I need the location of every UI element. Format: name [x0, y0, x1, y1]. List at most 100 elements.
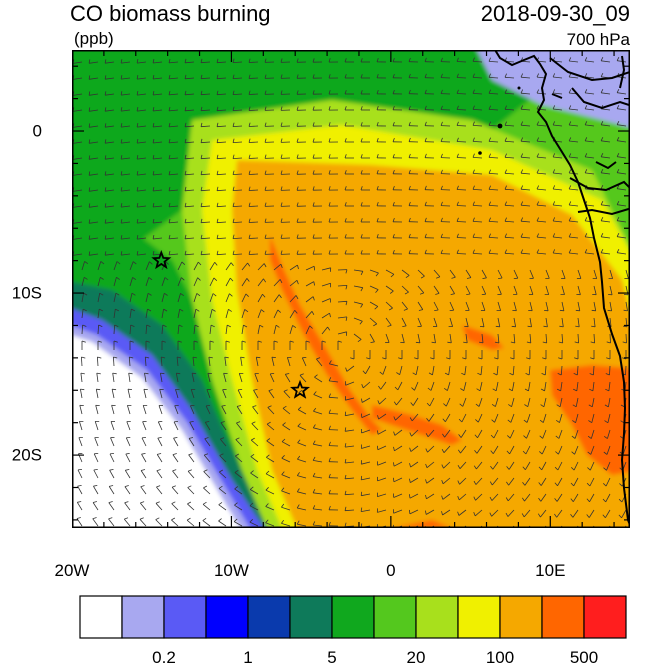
wind-barb-flag	[100, 261, 105, 265]
y-tick-label: 20S	[11, 445, 42, 465]
wind-barb	[361, 445, 371, 449]
wind-barb	[576, 381, 579, 391]
wind-barb	[110, 421, 115, 431]
wind-barb-flag	[130, 324, 135, 327]
wind-barb-flag	[93, 485, 98, 487]
wind-barb	[241, 262, 248, 271]
wind-barb-flag	[472, 153, 475, 158]
wind-barb	[223, 373, 227, 383]
wind-barb-flag	[568, 73, 572, 78]
wind-barb-flag	[442, 433, 445, 438]
wind-barb-flag	[461, 372, 465, 376]
wind-barb-flag	[168, 58, 171, 63]
wind-barb-flag	[591, 309, 596, 312]
wind-barb-flag	[434, 309, 439, 311]
wind-barb-flag	[328, 74, 331, 79]
wind-barb-flag	[510, 357, 515, 360]
wind-barb-flag	[616, 201, 620, 205]
wind-barb-flag	[285, 373, 290, 375]
wind-barb-flag	[622, 341, 627, 344]
wind-barb	[472, 221, 483, 223]
wind-barb-flag	[244, 309, 249, 313]
wind-barb	[525, 461, 531, 470]
wind-barb-flag	[81, 340, 86, 343]
wind-barb	[305, 311, 313, 319]
wind-barb-flag	[104, 59, 107, 64]
wind-barb	[80, 373, 83, 383]
wind-barb-flag	[344, 138, 347, 143]
wind-barb	[397, 381, 403, 391]
wind-barb	[417, 317, 422, 327]
wind-barb-flag	[392, 89, 395, 94]
wind-barb-flag	[472, 121, 475, 126]
wind-barb-flag	[168, 202, 171, 207]
wind-barb	[504, 76, 515, 79]
wind-barb	[414, 381, 419, 391]
wind-barb	[113, 356, 115, 367]
colorbar-swatch	[121, 595, 165, 639]
wind-barb-flag	[264, 58, 267, 63]
wind-barb-flag	[456, 73, 459, 78]
wind-barb	[108, 518, 115, 527]
wind-barb-flag	[77, 469, 83, 471]
wind-barb-flag	[147, 308, 152, 312]
wind-barb	[313, 508, 323, 511]
wind-barb	[401, 333, 405, 343]
wind-barb	[128, 356, 131, 367]
wind-barb	[78, 437, 83, 447]
wind-barb	[177, 261, 183, 271]
wind-barb	[97, 356, 99, 367]
wind-barb	[156, 454, 163, 463]
wind-barb-flag	[184, 138, 187, 143]
wind-barb	[232, 205, 243, 207]
wind-barb-flag	[280, 106, 283, 111]
wind-barb-flag	[443, 387, 448, 391]
wind-barb	[540, 493, 547, 502]
wind-barb	[153, 173, 163, 176]
wind-barb-flag	[523, 419, 528, 423]
wind-barb	[137, 109, 147, 112]
wind-barb-flag	[424, 201, 427, 206]
islands	[478, 86, 521, 155]
wind-barb-flag	[297, 455, 301, 460]
wind-barb-flag	[136, 139, 139, 144]
wind-barb-flag	[344, 522, 347, 527]
wind-barb-flag	[396, 372, 400, 376]
wind-barb-flag	[234, 502, 238, 506]
field-dark-orange-mid	[462, 325, 504, 350]
wind-barb	[80, 389, 83, 399]
wind-barb	[188, 454, 195, 463]
wind-barb-flag	[393, 416, 396, 421]
wind-barb	[396, 397, 403, 406]
wind-barb-flag	[93, 469, 98, 471]
wind-barb-flag	[168, 74, 171, 79]
wind-barb-flag	[602, 514, 606, 518]
wind-barb	[545, 317, 548, 327]
wind-barb	[161, 309, 164, 319]
wind-barb-flag	[538, 482, 542, 486]
wind-barb-flag	[248, 218, 251, 223]
wind-barb	[601, 124, 611, 127]
wind-barb-flag	[392, 57, 395, 62]
wind-barb-flag	[411, 387, 415, 391]
wind-barb-flag	[377, 400, 380, 405]
wind-barb-flag	[588, 404, 593, 408]
wind-barb-flag	[344, 106, 347, 111]
x-tick-label: 0	[386, 561, 396, 580]
wind-barb-flag	[375, 272, 379, 277]
wind-barb-flag	[216, 90, 219, 95]
wind-barb	[159, 389, 163, 399]
wind-barb-flag	[104, 139, 107, 144]
wind-barb-flag	[192, 356, 197, 359]
wind-barb	[477, 429, 483, 438]
wind-barb-flag	[312, 472, 316, 477]
wind-barb	[591, 413, 595, 423]
wind-barb-flag	[264, 90, 267, 95]
wind-barb-flag	[392, 105, 395, 110]
map-title: CO biomass burning	[70, 1, 271, 26]
wind-barb-flag	[249, 519, 253, 523]
wind-barb	[385, 269, 395, 275]
wind-barb	[173, 421, 179, 431]
wind-barb-flag	[552, 153, 556, 158]
wind-barb	[346, 365, 355, 372]
